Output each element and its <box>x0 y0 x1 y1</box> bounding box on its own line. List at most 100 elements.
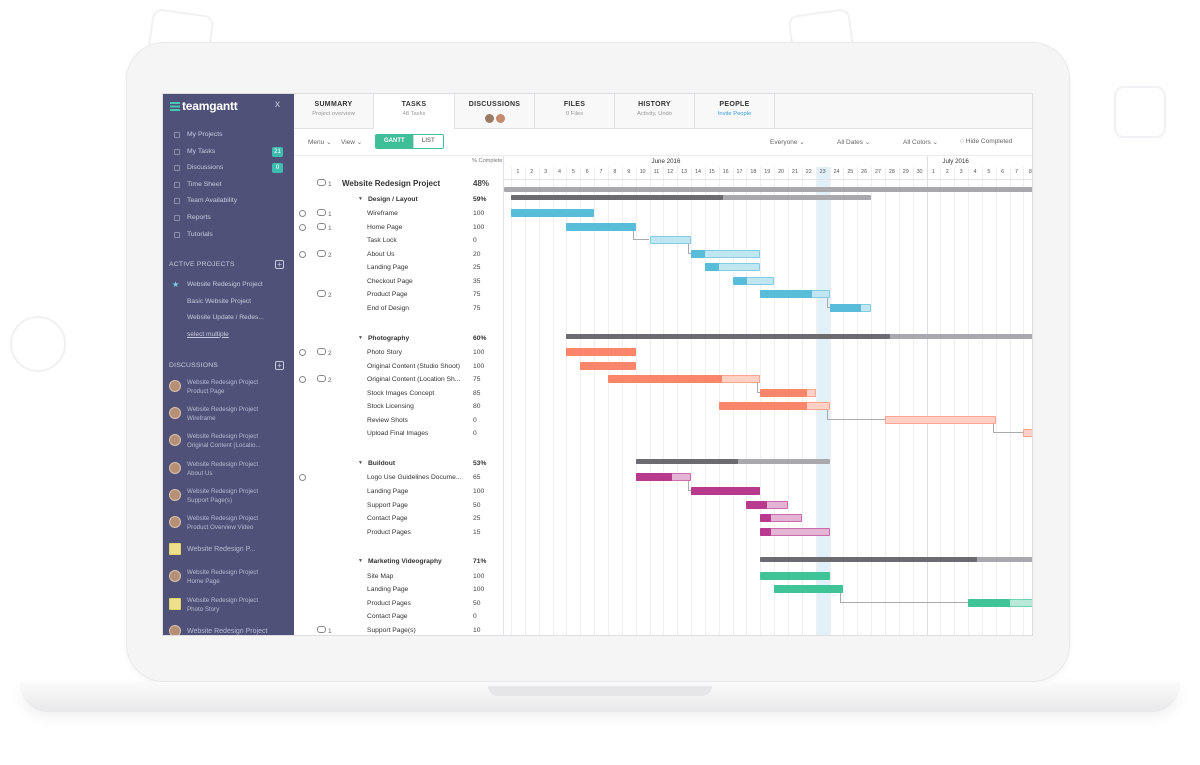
comment-count[interactable]: 1 <box>317 179 332 188</box>
discussion-item[interactable]: Website Redesign Project Original Content… <box>163 429 294 456</box>
tab-tasks[interactable]: TASKS 48 Tasks <box>374 94 455 129</box>
sidebar-item-team-availability[interactable]: Team Availability <box>163 193 294 210</box>
everyone-filter[interactable]: Everyone ⌄ <box>770 138 805 146</box>
task-row[interactable]: 2 Product Page 75 <box>294 288 504 302</box>
task-bar[interactable] <box>746 500 788 509</box>
task-name[interactable]: Wireframe <box>367 210 398 218</box>
teamgantt-logo[interactable]: teamgantt <box>170 99 238 113</box>
time-clock-icon[interactable] <box>299 474 306 482</box>
task-row[interactable]: 1 Support Page(s) 10 <box>294 624 504 635</box>
add-discussion-icon[interactable]: + <box>275 361 284 370</box>
task-name[interactable]: Logo Use Guidelines Docume... <box>367 474 462 482</box>
project-item[interactable]: Website Update / Redes... <box>187 314 264 322</box>
project-item[interactable]: Basic Website Project <box>187 297 252 305</box>
task-row[interactable]: 2 Photo Story 100 <box>294 346 504 360</box>
comment-count[interactable]: 2 <box>317 250 332 259</box>
task-name[interactable]: Site Map <box>367 572 394 580</box>
group-summary-bar[interactable] <box>760 557 1032 563</box>
time-clock-icon[interactable] <box>299 376 306 384</box>
task-name[interactable]: Product Pages <box>367 528 411 536</box>
time-clock-icon[interactable] <box>299 250 306 258</box>
task-row[interactable]: Upload Final Images 0 <box>294 427 504 441</box>
task-name[interactable]: Stock Licensing <box>367 403 414 411</box>
group-row[interactable]: Design / Layout 59% <box>294 193 504 207</box>
task-row[interactable]: Contact Page 25 <box>294 512 504 526</box>
task-name[interactable]: Contact Page <box>367 515 408 523</box>
discussion-item[interactable]: Website Redesign Project Product Overview… <box>163 511 294 538</box>
task-bar[interactable] <box>511 209 595 218</box>
task-name[interactable]: Product Pages <box>367 599 411 607</box>
task-name[interactable]: Stock Images Concept <box>367 389 435 397</box>
task-name[interactable]: Support Page <box>367 501 408 509</box>
task-row[interactable]: 1 Home Page 100 <box>294 221 504 235</box>
task-name[interactable]: Product Page <box>367 291 408 299</box>
task-row[interactable]: 1 Wireframe 100 <box>294 207 504 221</box>
task-row[interactable]: Landing Page 100 <box>294 583 504 597</box>
task-bar[interactable] <box>760 388 816 397</box>
tab-people[interactable]: PEOPLE Invite People <box>695 94 775 128</box>
task-bar[interactable] <box>884 415 996 424</box>
task-name[interactable]: Home Page <box>367 223 403 231</box>
group-row[interactable]: Photography 60% <box>294 332 504 346</box>
task-name[interactable]: Photo Story <box>367 349 402 357</box>
task-row[interactable]: Landing Page 100 <box>294 485 504 499</box>
group-summary-bar[interactable] <box>511 194 872 200</box>
task-name[interactable]: Task Lock <box>367 237 397 245</box>
star-icon[interactable]: ★ <box>172 280 180 289</box>
task-bar[interactable] <box>566 348 636 357</box>
task-row[interactable]: Landing Page 25 <box>294 261 504 275</box>
comment-count[interactable]: 2 <box>317 290 332 299</box>
task-name[interactable]: Original Content (Studio Shoot) <box>367 362 460 370</box>
task-bar[interactable] <box>1023 429 1032 438</box>
tab-files[interactable]: FILES 0 Files <box>535 94 615 128</box>
project-summary-bar[interactable] <box>504 187 1032 192</box>
task-row[interactable]: Product Pages 15 <box>294 526 504 540</box>
task-bar[interactable] <box>580 361 636 370</box>
task-name[interactable]: Website Redesign Project <box>342 179 441 188</box>
sidebar-item-my-tasks[interactable]: My Tasks 21 <box>163 144 294 161</box>
task-row[interactable]: Review Shots 0 <box>294 414 504 428</box>
task-bar[interactable] <box>635 473 692 482</box>
task-name[interactable]: Review Shots <box>367 416 408 424</box>
task-bar[interactable] <box>760 290 830 299</box>
task-bar[interactable] <box>732 276 775 285</box>
task-name[interactable]: Buildout <box>358 460 460 467</box>
discussion-item[interactable]: Website Redesign Project Product Page <box>163 375 294 402</box>
task-row[interactable]: Product Pages 50 <box>294 597 504 611</box>
task-bar[interactable] <box>691 487 761 495</box>
task-name[interactable]: Upload Final Images <box>367 430 429 438</box>
discussion-item[interactable]: Website Redesign Project About Us <box>163 457 294 484</box>
time-clock-icon[interactable] <box>299 223 306 231</box>
task-bar[interactable] <box>607 375 761 384</box>
list-view-button[interactable]: LIST <box>412 135 443 148</box>
task-bar[interactable] <box>829 303 872 312</box>
task-row[interactable]: Support Page 50 <box>294 499 504 513</box>
task-row[interactable]: Original Content (Studio Shoot) 100 <box>294 360 504 374</box>
task-bar[interactable] <box>566 222 636 231</box>
time-clock-icon[interactable] <box>299 210 306 218</box>
group-summary-bar[interactable] <box>566 333 1032 339</box>
task-bar[interactable] <box>760 527 830 536</box>
dates-filter[interactable]: All Dates ⌄ <box>837 138 870 146</box>
task-row[interactable]: Checkout Page 35 <box>294 275 504 289</box>
project-row[interactable]: 1 Website Redesign Project 48% <box>294 177 504 191</box>
task-row[interactable]: End of Design 75 <box>294 302 504 316</box>
task-row[interactable]: 2 About Us 20 <box>294 248 504 262</box>
task-bar[interactable] <box>760 571 830 580</box>
comment-count[interactable]: 2 <box>317 375 332 384</box>
discussion-item[interactable]: Website Redesign Project <box>163 620 294 635</box>
task-bar[interactable] <box>760 514 802 523</box>
task-name[interactable]: Checkout Page <box>367 277 413 285</box>
task-name[interactable]: Photography <box>358 335 460 342</box>
gantt-view-button[interactable]: GANTT <box>376 135 413 148</box>
task-name[interactable]: Contact Page <box>367 613 408 621</box>
group-summary-bar[interactable] <box>635 458 830 464</box>
task-bar[interactable] <box>649 236 692 245</box>
discussion-item[interactable]: Website Redesign Project Wireframe <box>163 402 294 429</box>
task-name[interactable]: Marketing Videography <box>358 558 460 565</box>
add-project-icon[interactable]: + <box>275 260 284 269</box>
task-row[interactable]: Stock Licensing 80 <box>294 400 504 414</box>
discussion-item[interactable]: Website Redesign Project Support Page(s) <box>163 484 294 511</box>
comment-count[interactable]: 2 <box>317 348 332 357</box>
task-name[interactable]: Landing Page <box>367 264 409 272</box>
